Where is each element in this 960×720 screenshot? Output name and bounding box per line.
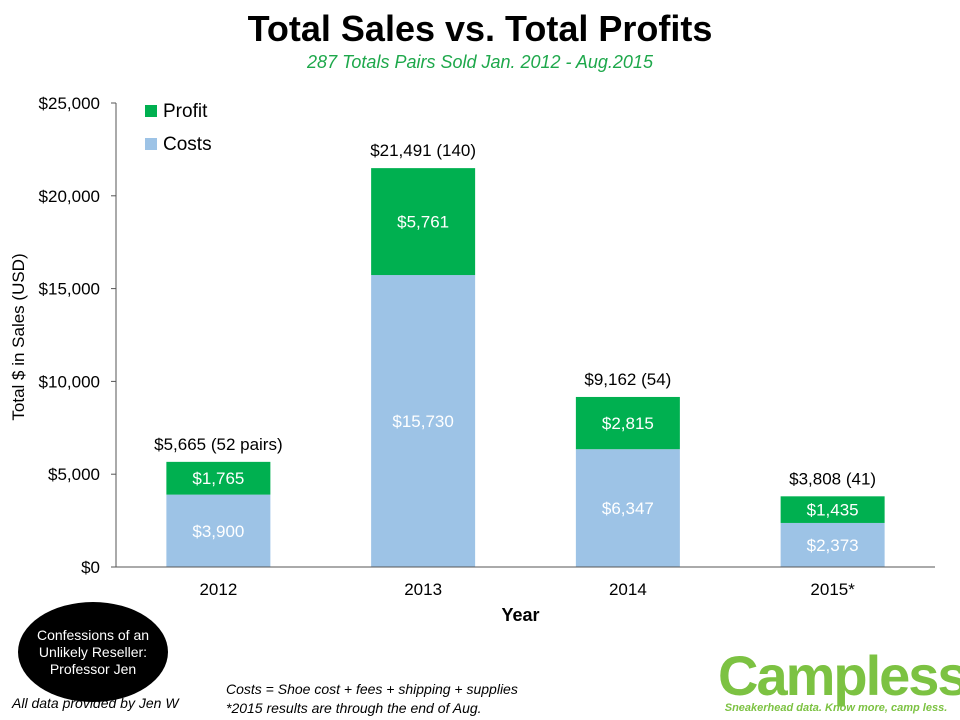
bar-costs bbox=[575, 449, 680, 567]
footnotes: Costs = Shoe cost + fees + shipping + su… bbox=[226, 680, 518, 718]
bar-profit bbox=[575, 396, 680, 450]
data-label-profit: $1,435 bbox=[807, 501, 859, 520]
data-credit: All data provided by Jen W bbox=[12, 695, 179, 711]
campless-logo: Campless Sneakerhead data. Know more, ca… bbox=[718, 644, 960, 715]
y-tick-label: $25,000 bbox=[39, 94, 100, 113]
logo-tagline: Sneakerhead data. Know more, camp less. bbox=[724, 702, 948, 714]
y-axis-label: Total $ in Sales (USD) bbox=[9, 253, 28, 420]
data-label-costs: $6,347 bbox=[602, 499, 654, 518]
data-label-costs: $2,373 bbox=[807, 536, 859, 555]
y-tick-label: $15,000 bbox=[39, 280, 100, 299]
data-label-profit: $2,815 bbox=[602, 414, 654, 433]
y-tick-label: $10,000 bbox=[39, 372, 100, 391]
legend-swatch-profit bbox=[145, 105, 157, 117]
data-label-profit: $1,765 bbox=[192, 469, 244, 488]
data-label-costs: $3,900 bbox=[192, 522, 244, 541]
badge-line-3: Professor Jen bbox=[49, 660, 137, 677]
y-tick-label: $0 bbox=[81, 558, 100, 577]
x-tick-label: 2015* bbox=[810, 580, 855, 599]
badge-line-1: Confessions of an bbox=[36, 626, 150, 643]
x-tick-label: 2013 bbox=[404, 580, 442, 599]
data-label-profit: $5,761 bbox=[397, 213, 449, 232]
stacked-bar-chart: $0 $5,000 $10,000 $15,000 $20,000 $25,000 Tota… bbox=[9, 94, 935, 625]
bar-costs bbox=[780, 522, 885, 567]
legend-label-costs: Costs bbox=[163, 134, 212, 155]
badge-line-2: Unlikely Reseller: bbox=[38, 643, 148, 660]
bar-profit bbox=[780, 496, 885, 523]
bar-costs bbox=[371, 275, 476, 567]
logo-name: Campless bbox=[718, 644, 960, 707]
legend-label-profit: Profit bbox=[163, 101, 208, 122]
x-tick-label: 2012 bbox=[199, 580, 237, 599]
chart-subtitle: 287 Totals Pairs Sold Jan. 2012 - Aug.20… bbox=[307, 52, 653, 72]
data-label-total: $3,808 (41) bbox=[789, 469, 876, 488]
data-label-total: $9,162 (54) bbox=[584, 370, 671, 389]
data-label-total: $21,491 (140) bbox=[370, 141, 476, 160]
chart-title: Total Sales vs. Total Profits bbox=[247, 8, 713, 49]
footnote-2015: *2015 results are through the end of Aug… bbox=[226, 700, 482, 716]
footnote-costs: Costs = Shoe cost + fees + shipping + su… bbox=[226, 681, 518, 697]
legend-swatch-costs bbox=[145, 138, 157, 150]
x-tick-label: 2014 bbox=[609, 580, 647, 599]
bar-profit bbox=[166, 461, 271, 495]
data-label-costs: $15,730 bbox=[392, 412, 453, 431]
x-axis-label: Year bbox=[501, 605, 539, 625]
bar-profit bbox=[371, 168, 476, 276]
author-badge: Confessions of an Unlikely Reseller: Pro… bbox=[18, 602, 168, 702]
y-tick-label: $20,000 bbox=[39, 187, 100, 206]
bar-costs bbox=[166, 494, 271, 567]
data-label-total: $5,665 (52 pairs) bbox=[154, 435, 283, 454]
y-tick-label: $5,000 bbox=[48, 465, 100, 484]
